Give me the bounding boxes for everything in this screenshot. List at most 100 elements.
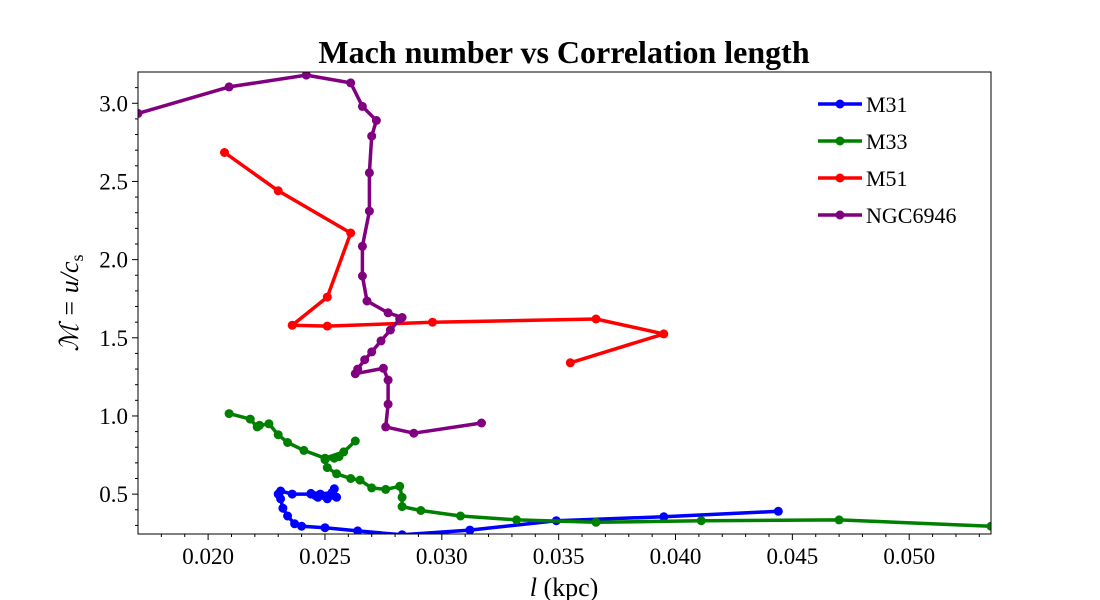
- data-point-m33: [224, 409, 234, 419]
- data-point-m33: [456, 511, 465, 521]
- legend-label-m33: M33: [866, 129, 908, 154]
- data-point-m33: [245, 414, 255, 424]
- data-point-m31: [397, 530, 407, 534]
- x-axis-label: l (kpc): [530, 573, 599, 600]
- data-point-m33: [273, 430, 283, 440]
- data-point-ngc6946: [371, 116, 381, 125]
- data-point-ngc6946: [357, 271, 367, 281]
- plot-frame: [137, 71, 992, 535]
- x-tick-label: 0.035: [533, 544, 585, 569]
- legend: M31 M33 M51 NGC6946: [818, 92, 956, 228]
- data-point-m33: [696, 516, 706, 526]
- y-tick-label: 3.0: [99, 91, 128, 116]
- data-point-m51: [346, 228, 356, 238]
- data-point-m31: [306, 488, 316, 498]
- data-point-m33: [252, 422, 262, 432]
- data-point-m33: [397, 492, 407, 502]
- data-point-m33: [512, 515, 522, 525]
- data-point-ngc6946: [381, 422, 391, 432]
- data-point-m33: [339, 447, 349, 457]
- data-point-m31: [322, 494, 332, 504]
- ticks-layer: 0.020 0.025 0.030 0.035 0.040 0.045 0.050 0.5 1.…: [99, 87, 980, 569]
- x-tick-label: 0.045: [766, 544, 818, 569]
- data-point-ngc6946: [362, 296, 372, 306]
- data-point-ngc6946: [301, 72, 311, 80]
- data-point-m33: [367, 483, 377, 493]
- data-point-m33: [332, 469, 342, 479]
- data-point-m51: [220, 148, 229, 157]
- data-point-m31: [297, 521, 307, 531]
- data-point-m33: [416, 506, 426, 515]
- data-point-ngc6946: [353, 364, 363, 374]
- data-point-m33: [395, 481, 405, 491]
- legend-marker-m51: [835, 173, 845, 183]
- data-point-ngc6946: [346, 78, 356, 88]
- data-point-m33: [397, 502, 407, 512]
- legend-label-ngc6946: NGC6946: [866, 203, 956, 228]
- data-point-m33: [355, 475, 365, 485]
- series-line-m33: [228, 411, 991, 528]
- data-point-ngc6946: [138, 108, 143, 118]
- legend-label-m31: M31: [866, 92, 908, 117]
- data-point-m31: [287, 489, 297, 499]
- series-line-m31: [276, 486, 779, 534]
- data-point-m33: [299, 445, 309, 455]
- data-point-m33: [283, 438, 293, 447]
- x-tick-label: 0.025: [299, 544, 351, 569]
- data-point-m33: [986, 521, 991, 531]
- data-point-m33: [320, 453, 330, 463]
- data-point-m31: [290, 519, 300, 529]
- data-point-ngc6946: [383, 308, 393, 318]
- legend-marker-m33: [835, 136, 845, 146]
- series-layer: [138, 72, 991, 534]
- data-point-m33: [264, 419, 274, 429]
- data-point-ngc6946: [383, 375, 393, 385]
- x-tick-label: 0.040: [650, 544, 702, 569]
- data-point-ngc6946: [367, 347, 377, 357]
- data-point-ngc6946: [376, 336, 386, 346]
- data-point-m31: [353, 526, 363, 534]
- data-point-m33: [346, 474, 356, 483]
- data-point-m51: [659, 329, 669, 339]
- data-point-m51: [322, 292, 332, 302]
- data-point-ngc6946: [357, 101, 367, 111]
- x-tick-label: 0.030: [416, 544, 468, 569]
- data-point-m31: [283, 511, 293, 521]
- data-point-m51: [428, 317, 437, 327]
- data-point-m31: [659, 512, 669, 522]
- y-tick-label: 1.5: [99, 326, 128, 351]
- x-tick-label: 0.020: [182, 544, 234, 569]
- chart-title: Mach number vs Correlation length: [318, 34, 809, 70]
- data-point-ngc6946: [409, 428, 419, 438]
- data-point-m33: [381, 484, 391, 494]
- series-line-m51: [223, 151, 666, 365]
- y-tick-label: 2.5: [99, 169, 128, 194]
- data-point-m51: [273, 186, 283, 196]
- data-point-ngc6946: [378, 363, 388, 373]
- data-point-m31: [465, 525, 475, 534]
- data-point-ngc6946: [397, 313, 407, 322]
- data-point-ngc6946: [360, 355, 370, 365]
- data-point-m33: [322, 463, 332, 473]
- data-point-m31: [773, 506, 783, 516]
- data-point-ngc6946: [383, 399, 393, 409]
- data-point-m51: [591, 314, 601, 324]
- data-point-m51: [322, 321, 332, 331]
- data-point-ngc6946: [364, 206, 374, 216]
- data-point-m33: [834, 515, 844, 525]
- series-line-ngc6946: [138, 73, 482, 435]
- data-point-m33: [591, 517, 601, 527]
- legend-marker-m31: [835, 99, 845, 109]
- y-tick-label: 2.0: [99, 248, 128, 273]
- data-point-ngc6946: [367, 131, 377, 141]
- data-point-ngc6946: [477, 418, 486, 428]
- data-point-m31: [320, 523, 330, 533]
- data-point-m31: [278, 503, 288, 513]
- legend-label-m51: M51: [866, 166, 908, 191]
- data-point-m31: [276, 486, 286, 496]
- data-point-ngc6946: [357, 241, 367, 251]
- y-tick-label: 0.5: [99, 482, 128, 507]
- data-point-m33: [350, 436, 360, 446]
- legend-marker-ngc6946: [835, 210, 845, 220]
